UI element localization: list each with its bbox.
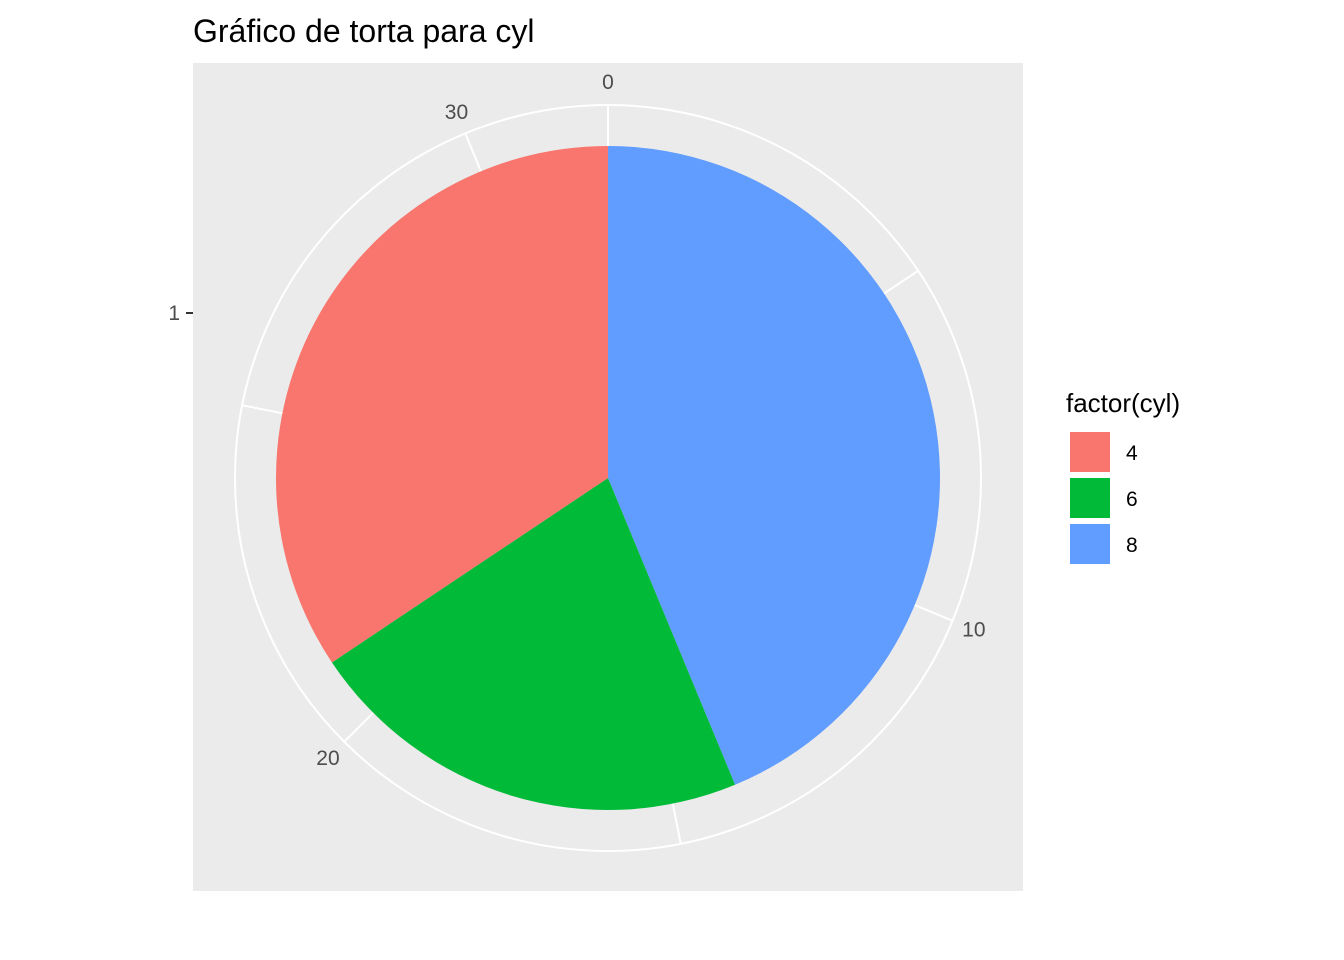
legend-label: 8: [1126, 534, 1138, 557]
angular-tick-label: 20: [316, 747, 339, 770]
legend-label: 4: [1126, 442, 1138, 465]
legend-title: factor(cyl): [1066, 388, 1180, 418]
radial-axis: 1: [168, 302, 193, 325]
legend-swatch-6: [1068, 476, 1112, 520]
pie-slice-8: [608, 146, 940, 785]
pie-slice-4: [275, 146, 608, 663]
angular-axis-ticks: 0 10 20 30: [316, 71, 985, 770]
radial-tick-label: 1: [168, 302, 180, 325]
angular-tick-label: 0: [602, 71, 614, 94]
angular-tick-label: 30: [445, 101, 468, 124]
legend-label: 6: [1126, 488, 1138, 511]
legend-items: 4 6 8: [1068, 430, 1138, 566]
legend: factor(cyl) 4 6 8: [1066, 388, 1180, 566]
pie-slices: [275, 146, 940, 810]
legend-swatch-8: [1068, 522, 1112, 566]
pie-slice-6: [331, 478, 736, 810]
chart-title: Gráfico de torta para cyl: [193, 13, 534, 49]
legend-swatch-4: [1068, 430, 1112, 474]
angular-tick-label: 10: [962, 619, 985, 642]
